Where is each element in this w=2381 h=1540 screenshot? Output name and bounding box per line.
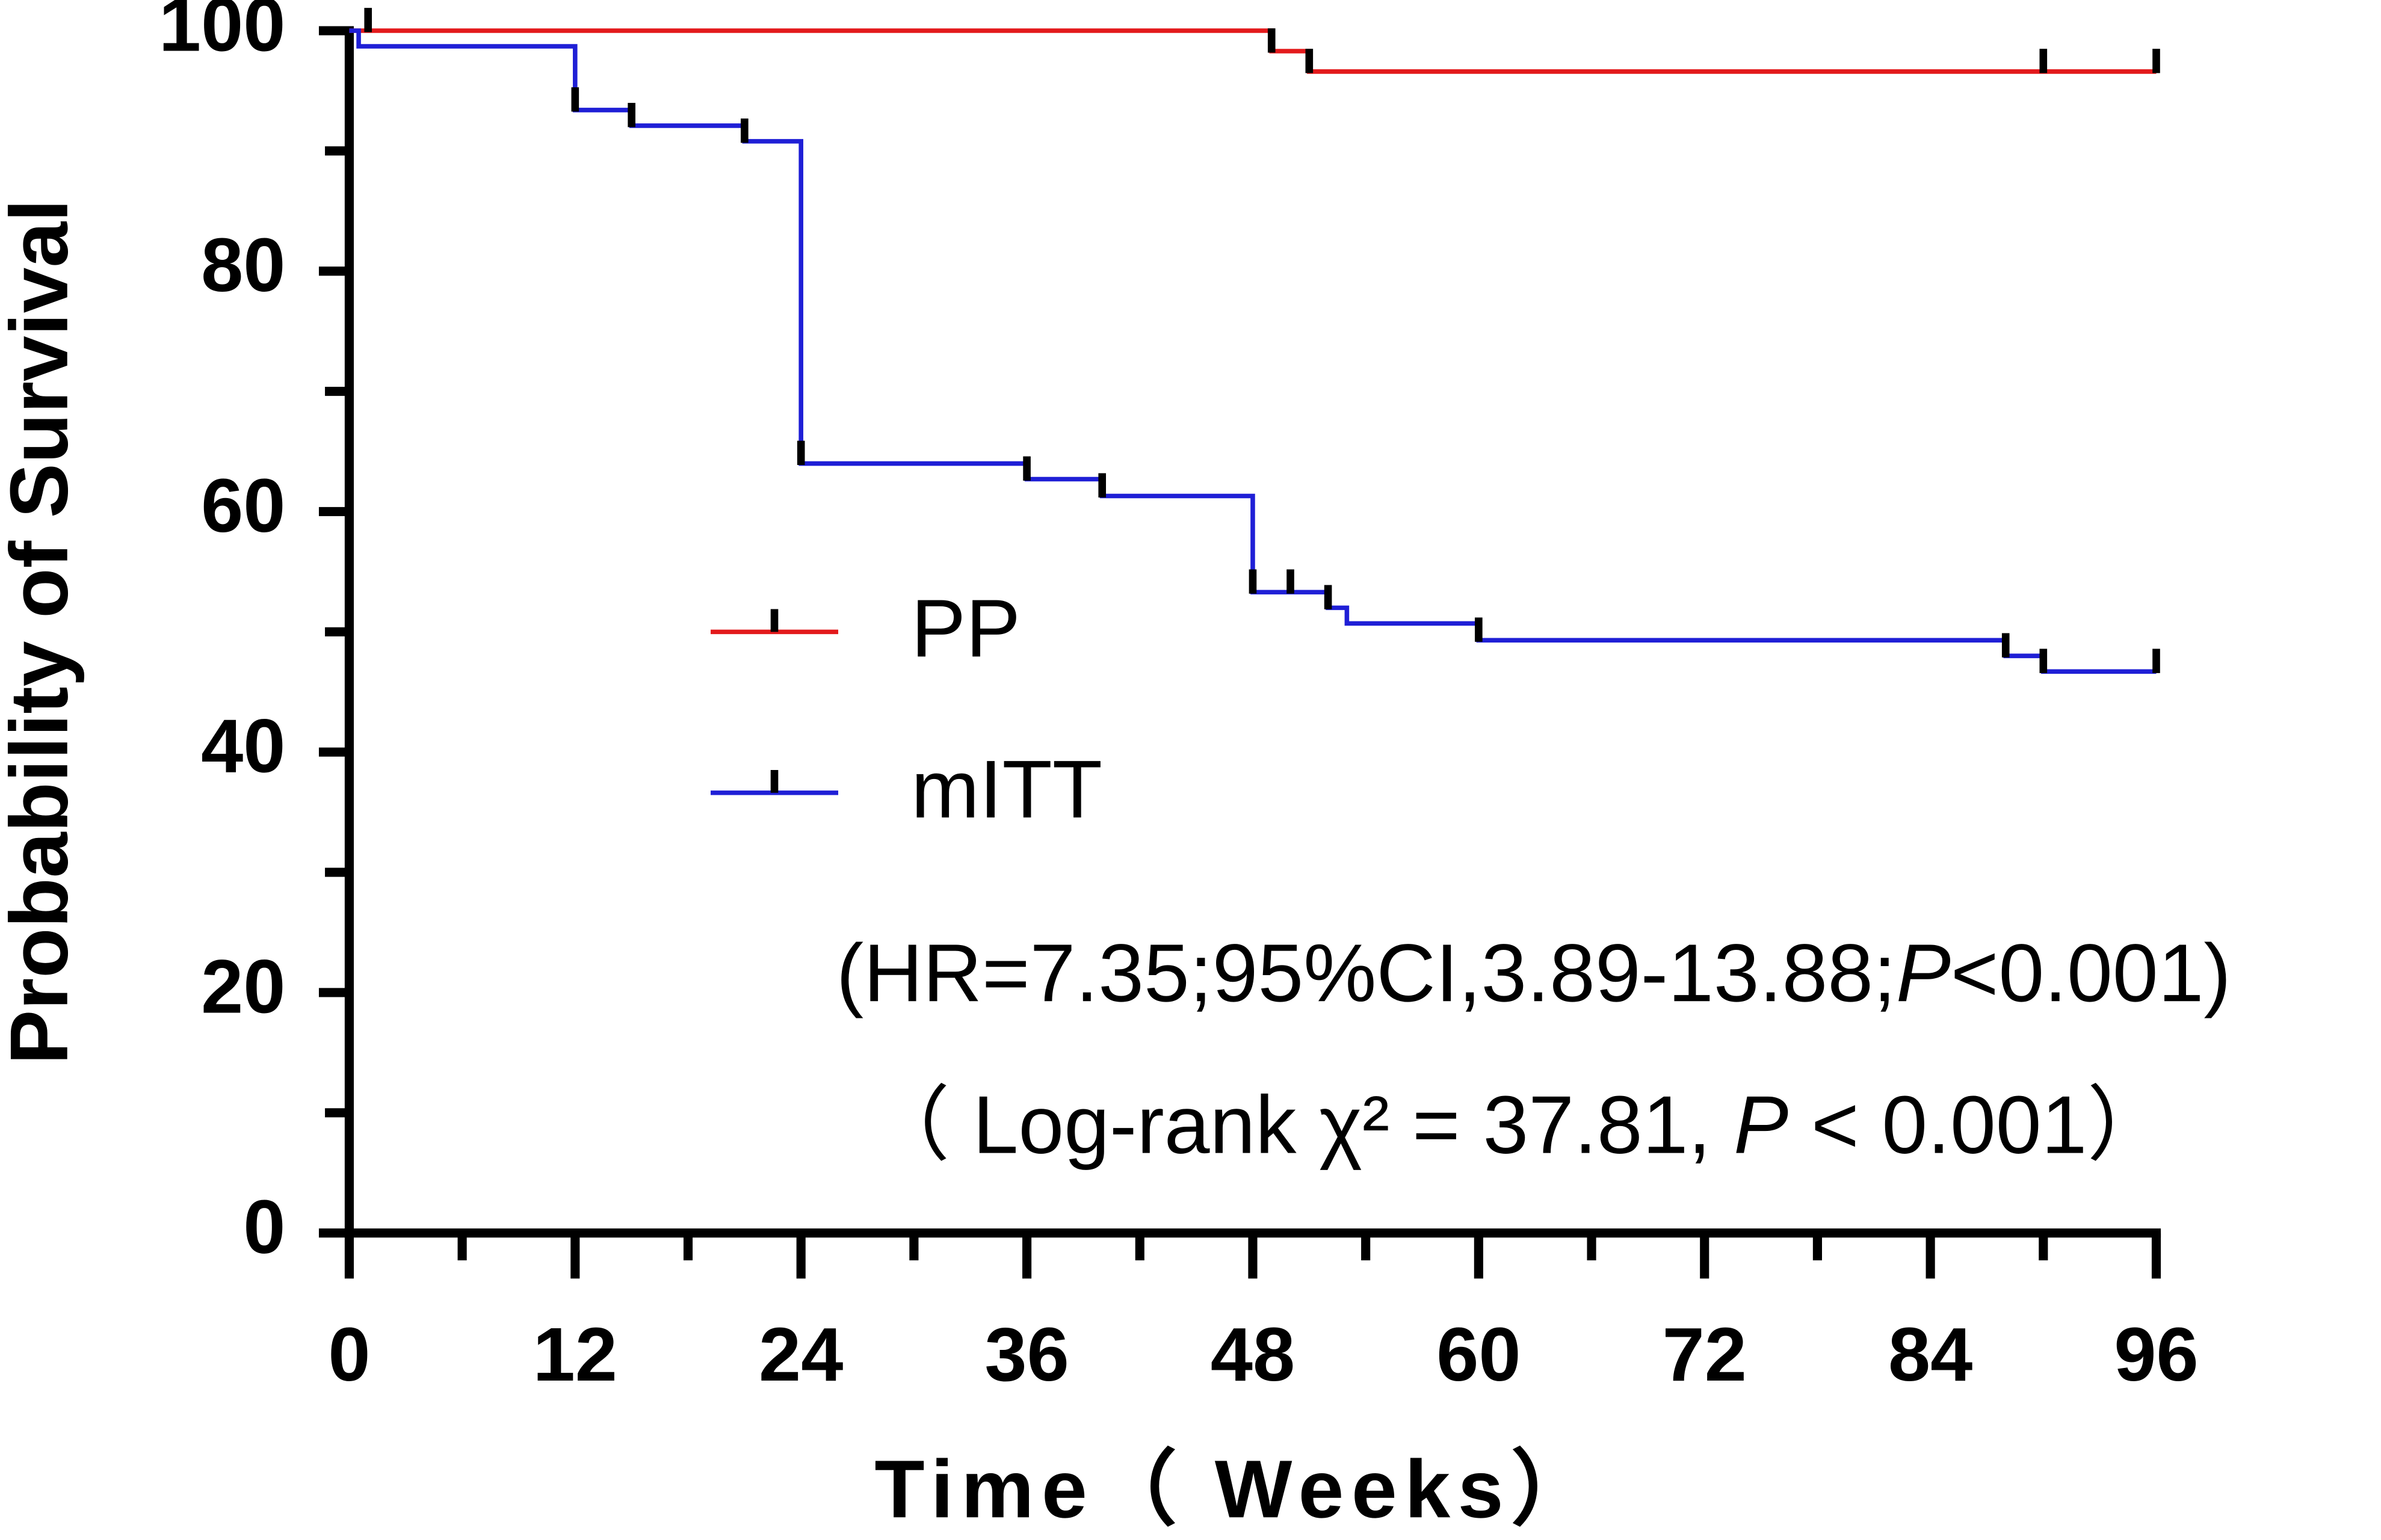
annotation-part: < 0.001） bbox=[1788, 1079, 2169, 1171]
x-tick-label: 60 bbox=[1436, 1312, 1521, 1397]
x-tick-label: 48 bbox=[1211, 1312, 1295, 1397]
annotation-part: <0.001) bbox=[1951, 927, 2231, 1018]
annotation-part: P bbox=[1734, 1079, 1788, 1171]
y-tick-label: 20 bbox=[201, 944, 285, 1029]
x-tick-label: 72 bbox=[1663, 1312, 1747, 1397]
annotation-part: （ Log-rank χ² = 37.81, bbox=[868, 1079, 1734, 1171]
x-tick-label: 0 bbox=[328, 1312, 370, 1397]
y-tick-label: 40 bbox=[201, 704, 285, 789]
annotation: (HR=7.35;95%CI,3.89-13.88;P<0.001) bbox=[836, 927, 2231, 1018]
x-tick-label: 84 bbox=[1888, 1312, 1972, 1397]
x-tick-label: 36 bbox=[984, 1312, 1069, 1397]
annotation: （ Log-rank χ² = 37.81, P < 0.001） bbox=[868, 1079, 2169, 1171]
y-tick-label: 60 bbox=[201, 463, 285, 548]
x-tick-label: 12 bbox=[533, 1312, 617, 1397]
y-tick-label: 0 bbox=[243, 1184, 285, 1269]
legend-label: mITT bbox=[911, 744, 1102, 835]
x-axis-title: Time（ Weeks） bbox=[874, 1443, 1601, 1535]
survival-curve bbox=[349, 28, 2157, 74]
y-axis-title: Probability of Survival bbox=[0, 199, 85, 1065]
x-tick-label: 96 bbox=[2114, 1312, 2198, 1397]
y-tick-label: 80 bbox=[201, 223, 285, 307]
legend-label: PP bbox=[911, 582, 1021, 674]
annotation-part: (HR=7.35;95%CI,3.89-13.88; bbox=[836, 927, 1896, 1018]
x-tick-label: 24 bbox=[759, 1312, 843, 1397]
annotation-part: P bbox=[1896, 927, 1951, 1018]
y-tick-label: 100 bbox=[159, 0, 286, 67]
